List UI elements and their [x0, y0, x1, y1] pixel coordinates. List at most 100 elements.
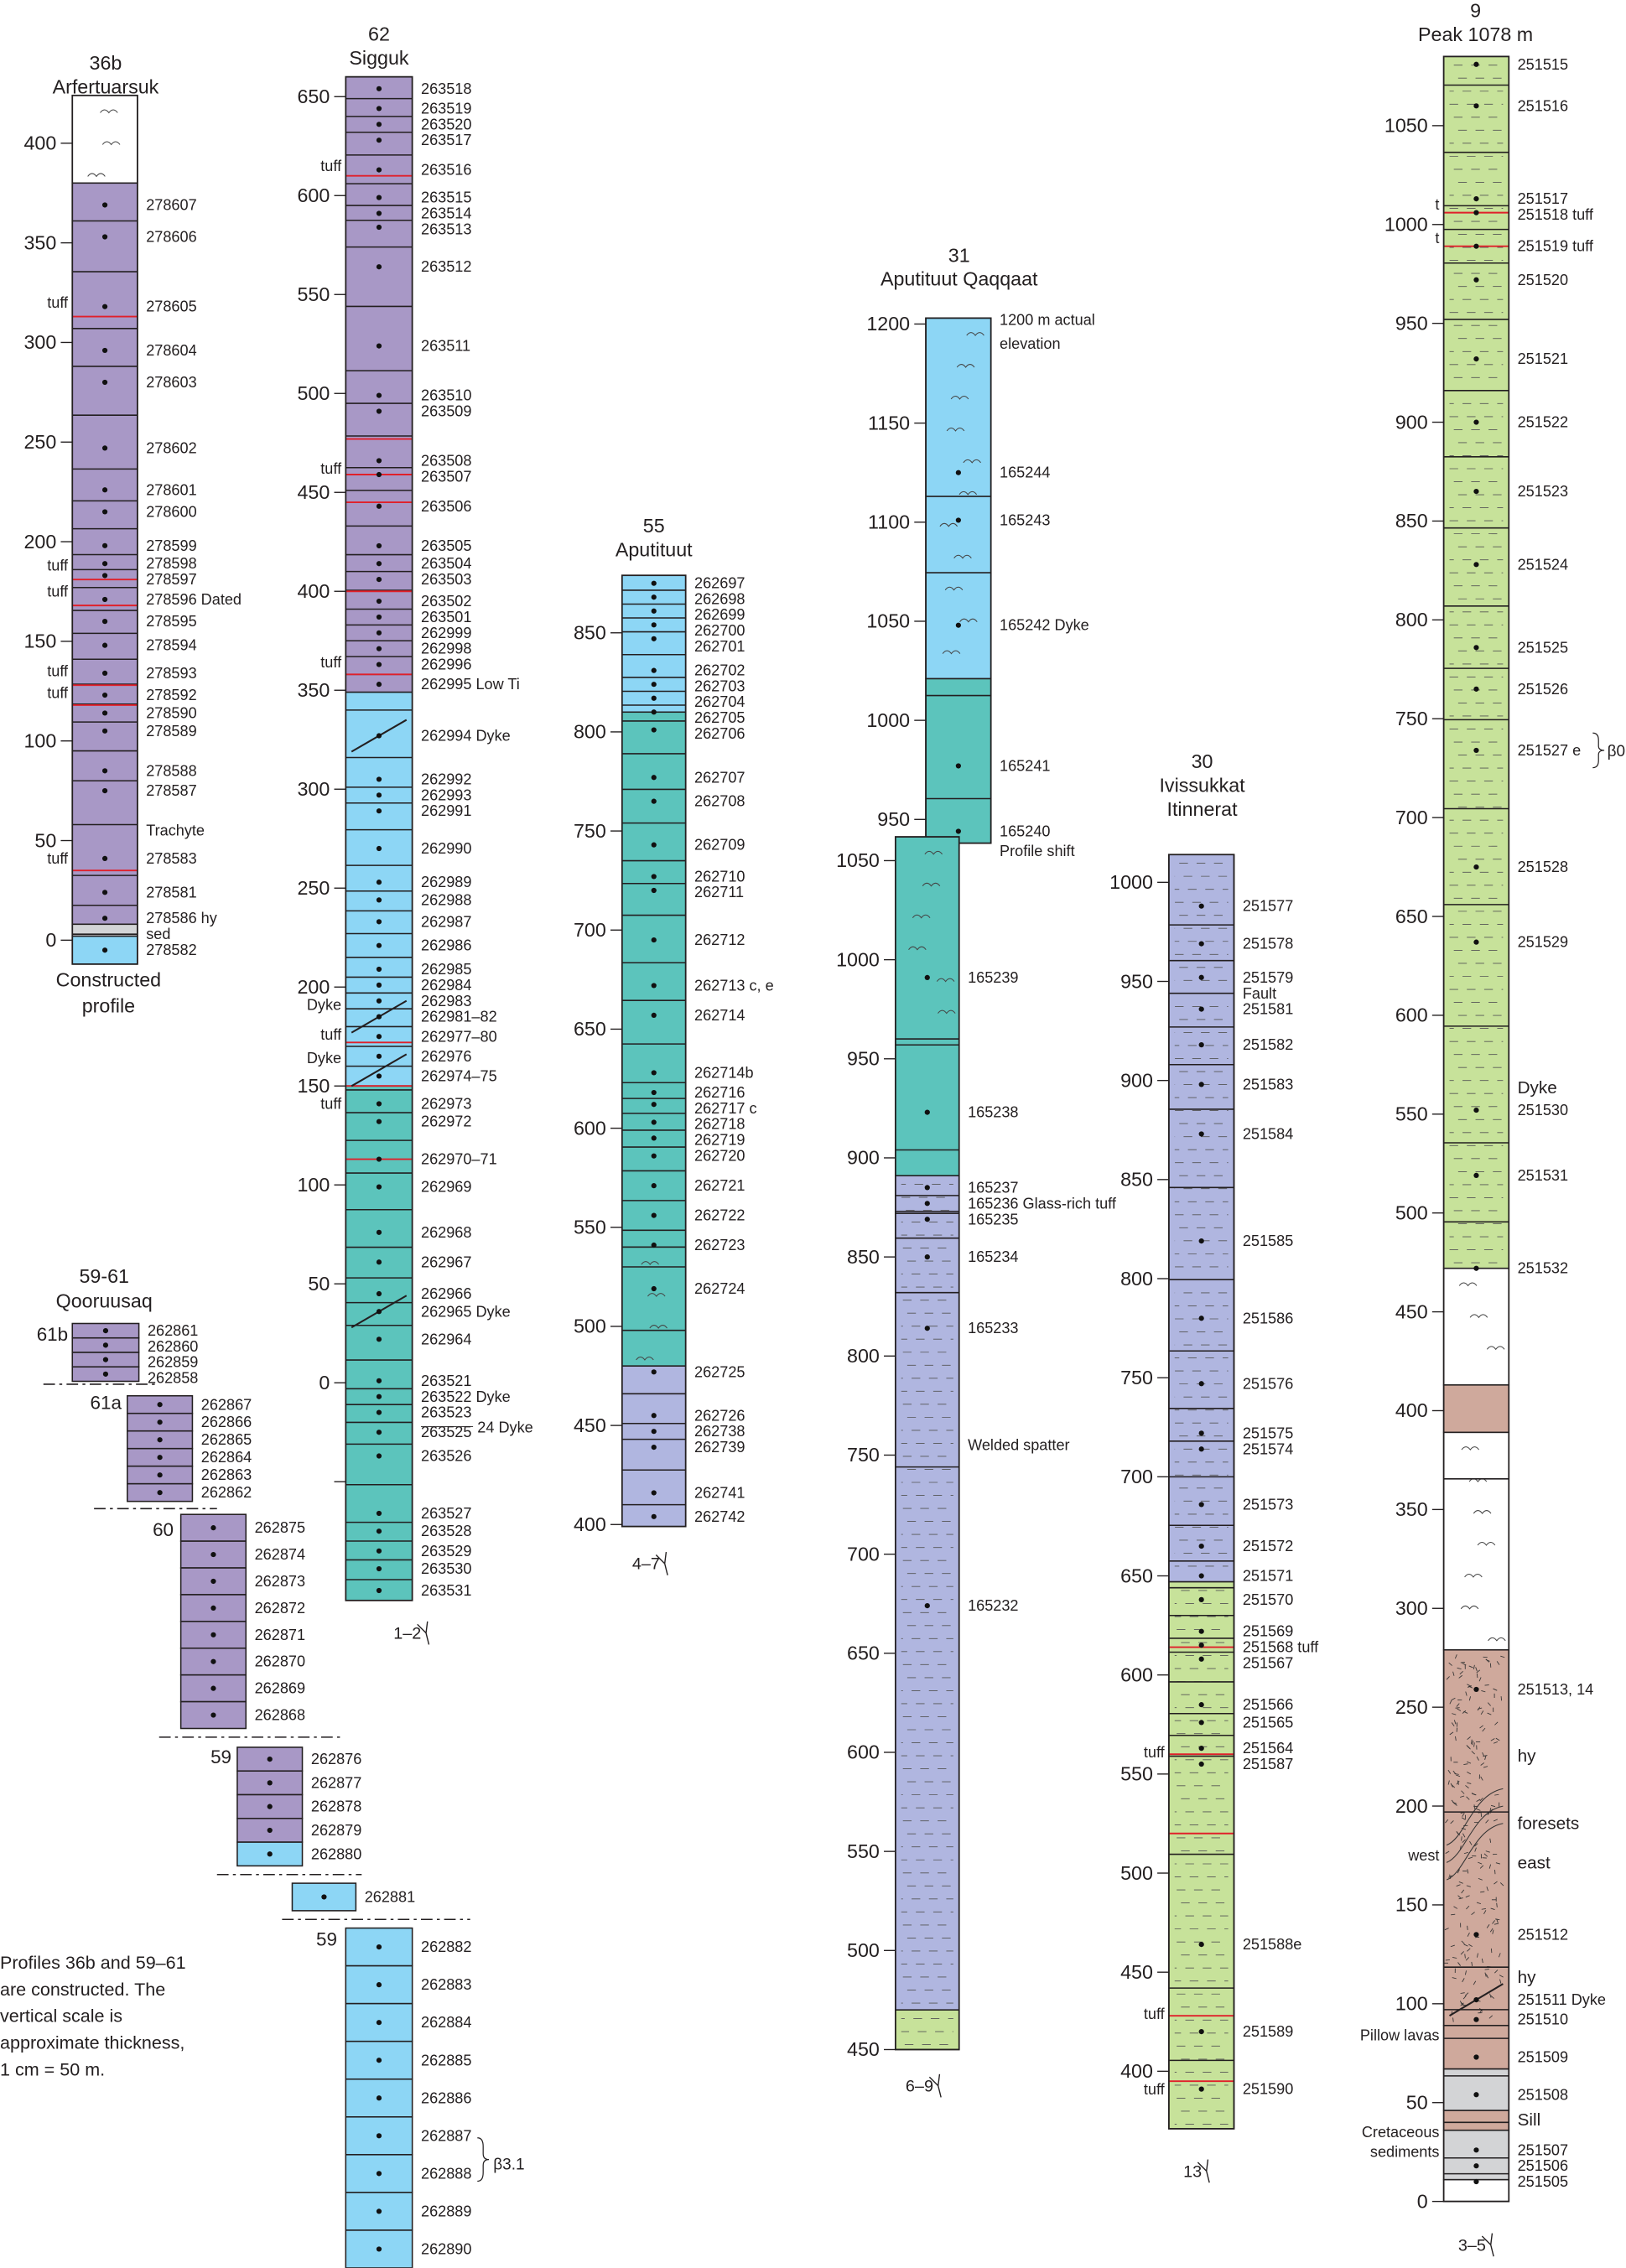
- sample-label: 251571: [1243, 1568, 1293, 1585]
- axis-tick-label: 450: [1120, 1961, 1153, 1983]
- annotation-label: tuff: [47, 558, 69, 574]
- sample-label: 165235: [968, 1211, 1018, 1227]
- sample-label: 251588e: [1243, 1936, 1302, 1953]
- sample-label: 263508: [421, 453, 471, 470]
- sample-point: [1198, 1746, 1204, 1752]
- vesicle-symbol: [1464, 1573, 1483, 1578]
- sample-label: 262874: [255, 1546, 305, 1563]
- sample-label: 251583: [1243, 1076, 1293, 1092]
- sample-label: 262700: [694, 622, 745, 639]
- hyaloclastite-symbol: [1457, 1895, 1462, 1899]
- sample-label: 262985: [421, 961, 471, 978]
- sample-point: [651, 887, 657, 894]
- sample-label: 262865: [201, 1431, 252, 1448]
- hyaloclastite-symbol: [1449, 1700, 1452, 1705]
- sample-point: [376, 682, 382, 688]
- sample-point: [1473, 2178, 1479, 2185]
- vesicle-symbol: [958, 490, 978, 496]
- sample-point: [376, 2095, 382, 2101]
- sample-point: [376, 471, 382, 478]
- hyaloclastite-symbol: [1462, 1995, 1467, 2000]
- hyaloclastite-symbol: [1480, 1710, 1484, 1715]
- axis-tick-label: 0: [319, 1372, 330, 1393]
- annotation-label: Fault: [1243, 985, 1276, 1002]
- hyaloclastite-symbol: [1486, 1923, 1490, 1928]
- annotation-label: east: [1518, 1853, 1551, 1872]
- vesicle-symbol: [1486, 1346, 1505, 1351]
- sample-point: [101, 916, 108, 921]
- sample-label: 262858: [148, 1369, 198, 1386]
- hyaloclastite-symbol: [1464, 1954, 1466, 1959]
- constructed-block: 262881: [291, 1882, 415, 1912]
- sample-point: [267, 1780, 273, 1786]
- sample-label: 262739: [694, 1439, 745, 1456]
- sample-label: 251565: [1243, 1714, 1293, 1731]
- column-outline: [894, 836, 960, 2051]
- sample-point: [101, 947, 108, 953]
- sample-label: 262877: [311, 1774, 361, 1791]
- sample-label: 262701: [694, 638, 745, 655]
- hyaloclastite-symbol: [1496, 1918, 1499, 1923]
- sample-label: 251527 e: [1518, 742, 1582, 759]
- sample-point: [651, 667, 657, 673]
- axis-tick-label: 200: [1395, 1795, 1428, 1817]
- sample-label: 278588: [146, 762, 196, 779]
- sample-label: 262965 Dyke: [421, 1303, 511, 1320]
- sample-point: [101, 596, 108, 603]
- sample-point: [1198, 1643, 1204, 1648]
- hyaloclastite-symbol: [1458, 1897, 1463, 1900]
- hyaloclastite-symbol: [1466, 1885, 1471, 1887]
- sample-label: 262867: [201, 1396, 252, 1413]
- sample-point: [376, 2133, 382, 2139]
- hyaloclastite-symbol: [1457, 1869, 1460, 1874]
- hyaloclastite-symbol: [1478, 1707, 1483, 1710]
- annotation-label: Profile shift: [1000, 843, 1075, 859]
- hyaloclastite-symbol: [1461, 1790, 1465, 1794]
- axis-tick-label: 650: [297, 86, 330, 107]
- sample-label: 262871: [255, 1627, 305, 1643]
- hyaloclastite-symbol: [1467, 1948, 1471, 1952]
- hyaloclastite-symbol: [1448, 1662, 1452, 1666]
- axis-tick-label: 1200: [866, 313, 910, 335]
- axis-tick-label: 0: [45, 929, 56, 951]
- hyaloclastite-symbol: [1467, 1685, 1473, 1688]
- sample-point: [1473, 686, 1479, 692]
- vesicle-symbol: [942, 650, 961, 655]
- block-label: 59: [210, 1746, 231, 1767]
- axis-tick-label: 450: [1395, 1300, 1428, 1322]
- sample-label: 263527: [421, 1505, 471, 1522]
- sample-point: [376, 998, 382, 1004]
- sample-point: [1473, 864, 1479, 870]
- vesicle-symbol: [959, 618, 978, 623]
- sample-label: 262722: [694, 1207, 745, 1224]
- sample-point: [376, 1014, 382, 1020]
- vesicle-symbol: [87, 173, 106, 178]
- axis-tick-label: 850: [1120, 1169, 1153, 1191]
- brace-label: β01: [1608, 743, 1626, 760]
- profile-footer-label: 1–2: [393, 1625, 421, 1643]
- sample-label: 278600: [146, 503, 196, 520]
- sample-point: [267, 1756, 273, 1762]
- sample-label: 263520: [421, 116, 471, 132]
- sample-label: 262884: [421, 2014, 471, 2031]
- axis-tick-label: 850: [574, 622, 606, 644]
- sample-point: [376, 1053, 382, 1059]
- sample-label: 251568 tuff: [1243, 1638, 1319, 1655]
- sample-point: [267, 1827, 273, 1834]
- annotation-label: elevation: [1000, 335, 1060, 352]
- hyaloclastite-symbol: [1461, 1940, 1465, 1944]
- hyaloclastite-symbol: [1476, 1902, 1482, 1905]
- sample-point: [376, 1528, 382, 1534]
- profile-column-36b: 36bArfertuarsuk2786072786062786052786042…: [23, 52, 242, 1017]
- sample-label: 262710: [694, 868, 745, 885]
- hyaloclastite-symbol: [1478, 1677, 1482, 1682]
- lithology-unit-white: [71, 95, 138, 184]
- hyaloclastite-symbol: [1495, 1862, 1500, 1865]
- sample-label: 262870: [255, 1653, 305, 1670]
- sample-point: [651, 695, 657, 701]
- axis-tick-label: 950: [847, 1048, 880, 1070]
- sample-point: [651, 622, 657, 628]
- column-outline: [621, 574, 687, 1528]
- hyaloclastite-symbol: [1444, 1928, 1449, 1931]
- sample-point: [101, 670, 108, 677]
